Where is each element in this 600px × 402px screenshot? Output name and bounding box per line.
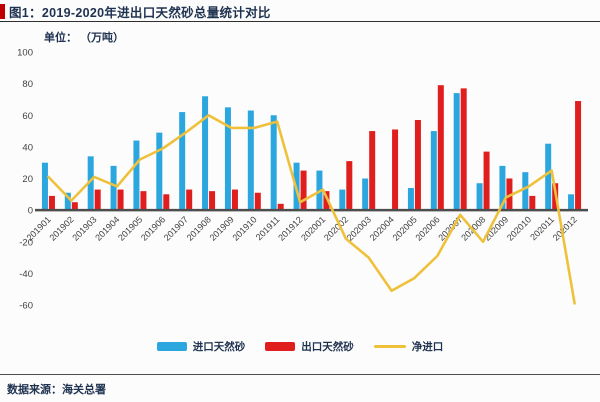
bar-export xyxy=(460,88,467,211)
legend-item-net_import: 净进口 xyxy=(373,339,444,354)
x-axis-tick-label: 202001 xyxy=(299,214,327,242)
bar-export xyxy=(163,194,170,211)
x-axis-tick-label: 201912 xyxy=(276,214,304,242)
x-axis-tick-label: 201909 xyxy=(208,214,236,242)
bar-import xyxy=(41,162,48,211)
legend-label-import: 进口天然砂 xyxy=(192,341,246,353)
bar-export xyxy=(414,119,421,211)
y-axis-tick-label: 60 xyxy=(22,111,33,122)
x-axis-tick-label: 201905 xyxy=(116,214,144,242)
y-axis-tick-label: -40 xyxy=(19,269,33,280)
figure-title: 图1：2019-2020年进出口天然砂总量统计对比 xyxy=(9,6,271,20)
y-axis-tick-label: 0 xyxy=(28,206,33,217)
x-axis-tick-label: 201903 xyxy=(70,214,98,242)
legend-label-net_import: 净进口 xyxy=(411,341,444,353)
bar-import xyxy=(270,115,277,211)
legend-swatch-net_import xyxy=(373,345,406,348)
bar-export xyxy=(437,85,444,211)
bar-import xyxy=(522,172,529,211)
bar-export xyxy=(392,129,399,211)
x-axis-tick-label: 201901 xyxy=(25,214,53,242)
unit-label: 单位： （万吨） xyxy=(44,32,125,44)
bar-import xyxy=(339,189,346,211)
bar-export xyxy=(300,170,307,211)
bar-import xyxy=(362,178,369,211)
bar-import xyxy=(499,165,506,211)
x-axis-tick-label: 201904 xyxy=(93,214,121,242)
bar-export xyxy=(277,203,284,211)
bar-export xyxy=(231,189,238,211)
legend-swatch-export xyxy=(265,342,296,351)
x-axis-tick-label: 201902 xyxy=(47,214,75,242)
x-axis-tick-label: 202012 xyxy=(551,214,579,242)
y-axis-tick-label: 80 xyxy=(22,79,33,90)
bar-import xyxy=(202,96,209,211)
x-axis-tick-label: 202006 xyxy=(413,214,441,242)
bar-import xyxy=(430,131,437,211)
y-axis-tick-label: 100 xyxy=(17,48,33,59)
net-import-line xyxy=(47,114,576,305)
x-axis-tick-label: 201908 xyxy=(185,214,213,242)
bar-import xyxy=(224,107,231,211)
bar-export xyxy=(94,189,101,211)
bar-import xyxy=(568,194,575,211)
x-axis-tick-label: 202003 xyxy=(345,214,373,242)
source-text: 数据来源：海关总署 xyxy=(7,384,106,396)
legend-label-export: 出口天然砂 xyxy=(301,341,354,353)
source-divider xyxy=(0,374,600,375)
legend-item-export: 出口天然砂 xyxy=(265,339,354,354)
y-axis-tick-label: -20 xyxy=(19,237,33,248)
x-axis-tick-label: 201907 xyxy=(162,214,190,242)
bar-import xyxy=(156,132,163,211)
bar-export xyxy=(71,202,78,211)
bar-export xyxy=(117,189,124,211)
y-axis-tick-label: 40 xyxy=(22,142,33,153)
x-axis-tick-label: 202004 xyxy=(368,214,396,242)
bar-export xyxy=(186,189,193,211)
bar-import xyxy=(247,110,254,211)
bar-export xyxy=(369,131,376,211)
bar-import xyxy=(545,143,552,211)
y-axis-tick-label: -60 xyxy=(19,301,33,312)
bar-import xyxy=(133,140,140,211)
legend-swatch-import xyxy=(156,342,187,351)
bar-import xyxy=(407,187,414,211)
title-divider xyxy=(0,21,600,22)
bar-export xyxy=(506,178,513,211)
x-axis-tick-label: 201910 xyxy=(230,214,258,242)
bar-export xyxy=(140,191,147,211)
bar-import xyxy=(87,156,94,211)
bar-import xyxy=(476,183,483,211)
legend-item-import: 进口天然砂 xyxy=(156,339,246,354)
title-accent-bar xyxy=(0,4,5,19)
x-axis-tick-label: 201906 xyxy=(139,214,167,242)
bar-import xyxy=(453,93,460,211)
bar-export xyxy=(529,195,536,211)
x-axis-tick-label: 202005 xyxy=(391,214,419,242)
bar-export xyxy=(323,191,330,211)
bar-import xyxy=(110,165,117,211)
legend: 进口天然砂 出口天然砂 净进口 xyxy=(0,339,600,354)
x-axis-tick-label: 202010 xyxy=(505,214,533,242)
bar-export xyxy=(254,192,261,211)
chart-svg: 100806040200-20-40-602019012019022019032… xyxy=(17,48,588,312)
bar-export xyxy=(48,195,55,211)
y-axis-tick-label: 20 xyxy=(22,174,33,185)
bar-export xyxy=(483,151,490,211)
bar-import xyxy=(179,112,186,211)
bar-import xyxy=(64,192,71,211)
bar-export xyxy=(575,101,582,211)
bar-export xyxy=(209,191,216,211)
x-axis-tick-label: 202007 xyxy=(436,214,464,242)
bar-export xyxy=(346,161,353,211)
figure-header: 图1：2019-2020年进出口天然砂总量统计对比 xyxy=(0,3,271,20)
